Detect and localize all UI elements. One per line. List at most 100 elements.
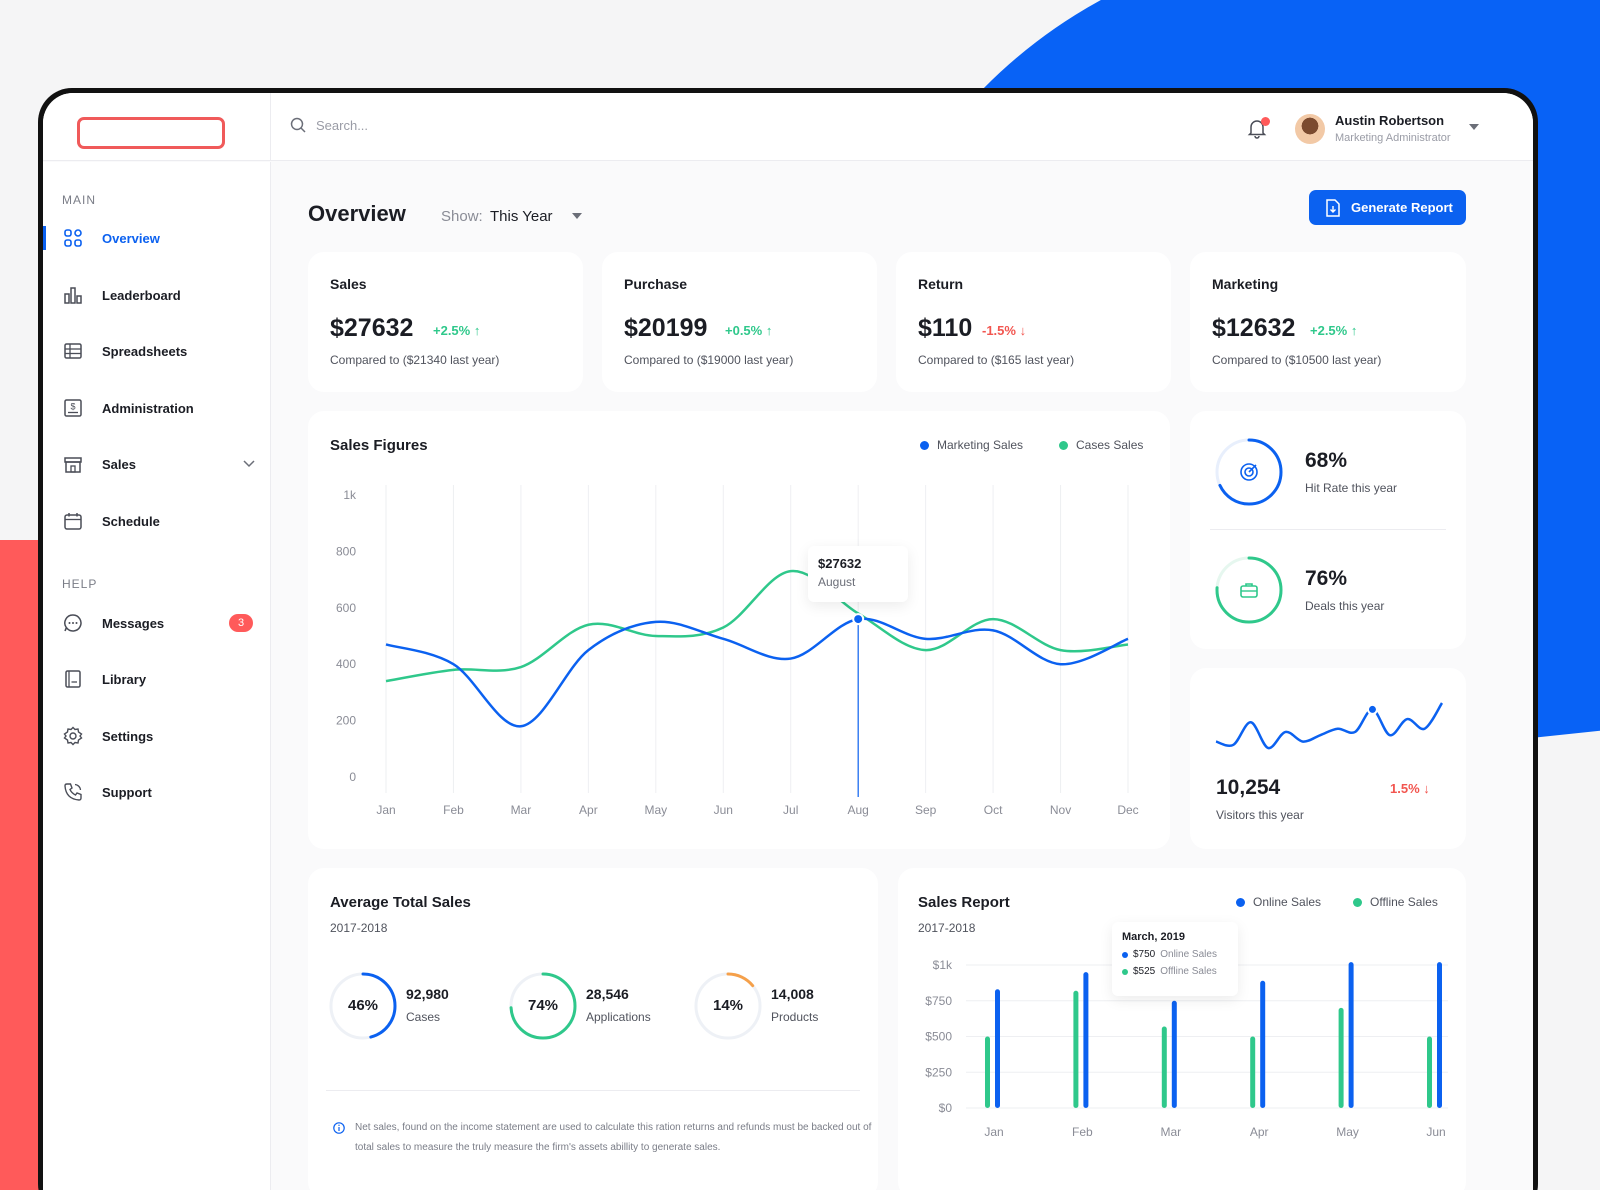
topbar-divider <box>270 93 271 161</box>
sidebar: MAIN Overview Leaderboard Spreadsheets $… <box>43 162 271 1190</box>
ring-stat-2: 14% 14,008 Products <box>693 971 818 1046</box>
sales-report-subtitle: 2017-2018 <box>918 921 976 935</box>
y-tick-label: 0 <box>349 770 356 784</box>
y-tick-label: 200 <box>336 714 356 728</box>
sidebar-item-support[interactable]: Support <box>43 772 271 812</box>
sidebar-item-overview[interactable]: Overview <box>43 218 271 258</box>
arrow-up-icon: ↑ <box>765 323 773 338</box>
legend-label: Marketing Sales <box>937 438 1024 452</box>
generate-report-label: Generate Report <box>1351 200 1453 215</box>
sidebar-help-heading: HELP <box>62 577 98 591</box>
visitors-change-text: 1.5% <box>1390 781 1420 796</box>
kpi-value: $27632 <box>330 314 414 342</box>
bar-offline <box>985 1036 990 1108</box>
sidebar-item-messages[interactable]: Messages 3 <box>43 603 271 643</box>
gear-icon <box>63 726 83 746</box>
show-filter-value[interactable]: This Year <box>490 208 553 225</box>
kpi-compare: Compared to ($19000 last year) <box>624 353 794 367</box>
legend-marketing-sales[interactable]: Marketing Sales <box>920 438 1023 452</box>
average-sales-card: Average Total Sales 2017-2018 46% 92,980 C… <box>308 868 878 1190</box>
sidebar-item-label: Messages <box>102 615 165 631</box>
bar-online <box>995 989 1000 1108</box>
sales-figures-card: Sales Figures Marketing Sales Cases Sale… <box>308 411 1170 849</box>
chevron-down-icon[interactable] <box>243 455 255 473</box>
kpi-value: $12632 <box>1212 314 1296 342</box>
sparkline-path <box>1215 702 1444 750</box>
sidebar-item-sales[interactable]: Sales <box>43 444 271 484</box>
x-tick-label: Jan <box>376 803 395 817</box>
store-icon <box>63 454 83 474</box>
y-tick-label: $750 <box>925 994 952 1008</box>
sales-figures-title: Sales Figures <box>330 437 428 454</box>
sidebar-item-administration[interactable]: $ Administration <box>43 388 271 428</box>
generate-report-button[interactable]: Generate Report <box>1309 190 1466 225</box>
sidebar-item-label: Library <box>102 671 147 687</box>
bell-icon <box>1247 120 1267 139</box>
kpi-change-text: -1.5% <box>982 323 1016 338</box>
legend-dot <box>920 440 929 450</box>
legend-dot <box>1122 968 1128 975</box>
x-tick-label: Dec <box>1117 803 1138 817</box>
kpi-compare: Compared to ($21340 last year) <box>330 353 500 367</box>
progress-ring <box>694 972 762 1040</box>
kpi-card-marketing: Marketing $12632 +2.5% ↑ Compared to ($1… <box>1190 252 1466 392</box>
legend-cases-sales[interactable]: Cases Sales <box>1059 438 1143 452</box>
notifications-button[interactable] <box>1246 117 1270 141</box>
hit-rate-label: Hit Rate this year <box>1305 481 1398 495</box>
sidebar-item-label: Schedule <box>102 513 160 529</box>
x-tick-label: Aug <box>848 803 869 817</box>
x-tick-label: Oct <box>984 803 1003 817</box>
sidebar-item-schedule[interactable]: Schedule <box>43 501 271 541</box>
legend-dot <box>1059 440 1068 450</box>
y-tick-label: $500 <box>925 1030 952 1044</box>
user-name[interactable]: Austin Robertson <box>1335 113 1445 128</box>
user-menu-caret-icon[interactable] <box>1469 124 1479 130</box>
bar-offline <box>1427 1036 1432 1108</box>
y-tick-label: $1k <box>933 958 953 972</box>
kpi-compare: Compared to ($165 last year) <box>918 353 1075 367</box>
bar-offline <box>1338 1007 1344 1108</box>
sidebar-item-spreadsheets[interactable]: Spreadsheets <box>43 331 271 371</box>
legend-online-sales[interactable]: Online Sales <box>1236 895 1321 909</box>
target-icon <box>1240 463 1258 481</box>
ring-label: Applications <box>586 1010 651 1024</box>
bar-online <box>1348 962 1354 1108</box>
bar-tooltip-online: $750 Online Sales <box>1122 949 1228 960</box>
logo-placeholder[interactable] <box>77 117 225 149</box>
bar-offline <box>1073 990 1079 1108</box>
ring-value: 28,546 <box>586 986 629 1002</box>
show-filter-caret-icon[interactable] <box>572 213 582 219</box>
svg-text:$: $ <box>70 402 75 412</box>
sales-figures-chart: 1k 800 600 400 200 0 Jan Feb Mar Apr May Jun Jul Aug S… <box>336 485 1139 817</box>
kpi-title: Marketing <box>1212 276 1279 292</box>
kpi-change: +2.5% ↑ <box>433 323 480 338</box>
sidebar-item-library[interactable]: Library <box>43 659 271 699</box>
sidebar-item-leaderboard[interactable]: Leaderboard <box>43 275 271 315</box>
bar-tooltip-offline: $525 Offline Sales <box>1122 966 1228 977</box>
bar-online <box>1260 980 1266 1108</box>
arrow-down-icon: ↓ <box>1423 781 1430 796</box>
avatar[interactable] <box>1295 114 1325 144</box>
kpi-title: Return <box>918 276 964 292</box>
legend-label: Offline Sales <box>1370 895 1438 909</box>
series-line <box>385 617 1129 728</box>
x-tick-label: Sep <box>915 803 937 817</box>
y-tick-label: $250 <box>925 1065 952 1079</box>
search-box[interactable]: Search... <box>290 117 368 133</box>
legend-offline-sales[interactable]: Offline Sales <box>1353 895 1438 909</box>
visitors-label: Visitors this year <box>1216 808 1304 822</box>
legend-label: Online Sales <box>1253 895 1322 909</box>
show-filter-label: Show: <box>441 208 483 225</box>
kpi-change-text: +2.5% <box>1310 323 1348 338</box>
notification-dot <box>1261 117 1270 126</box>
kpi-change: +2.5% ↑ <box>1310 323 1357 338</box>
user-role: Marketing Administrator <box>1335 132 1451 144</box>
x-tick-label: Jan <box>984 1125 1003 1139</box>
kpi-value: $20199 <box>624 314 708 342</box>
progress-ring <box>509 972 577 1040</box>
search-input[interactable]: Search... <box>316 117 369 133</box>
sidebar-item-settings[interactable]: Settings <box>43 716 271 756</box>
average-divider <box>326 1090 860 1091</box>
sidebar-item-label: Overview <box>102 230 160 246</box>
kpi-change-text: +2.5% <box>433 323 471 338</box>
